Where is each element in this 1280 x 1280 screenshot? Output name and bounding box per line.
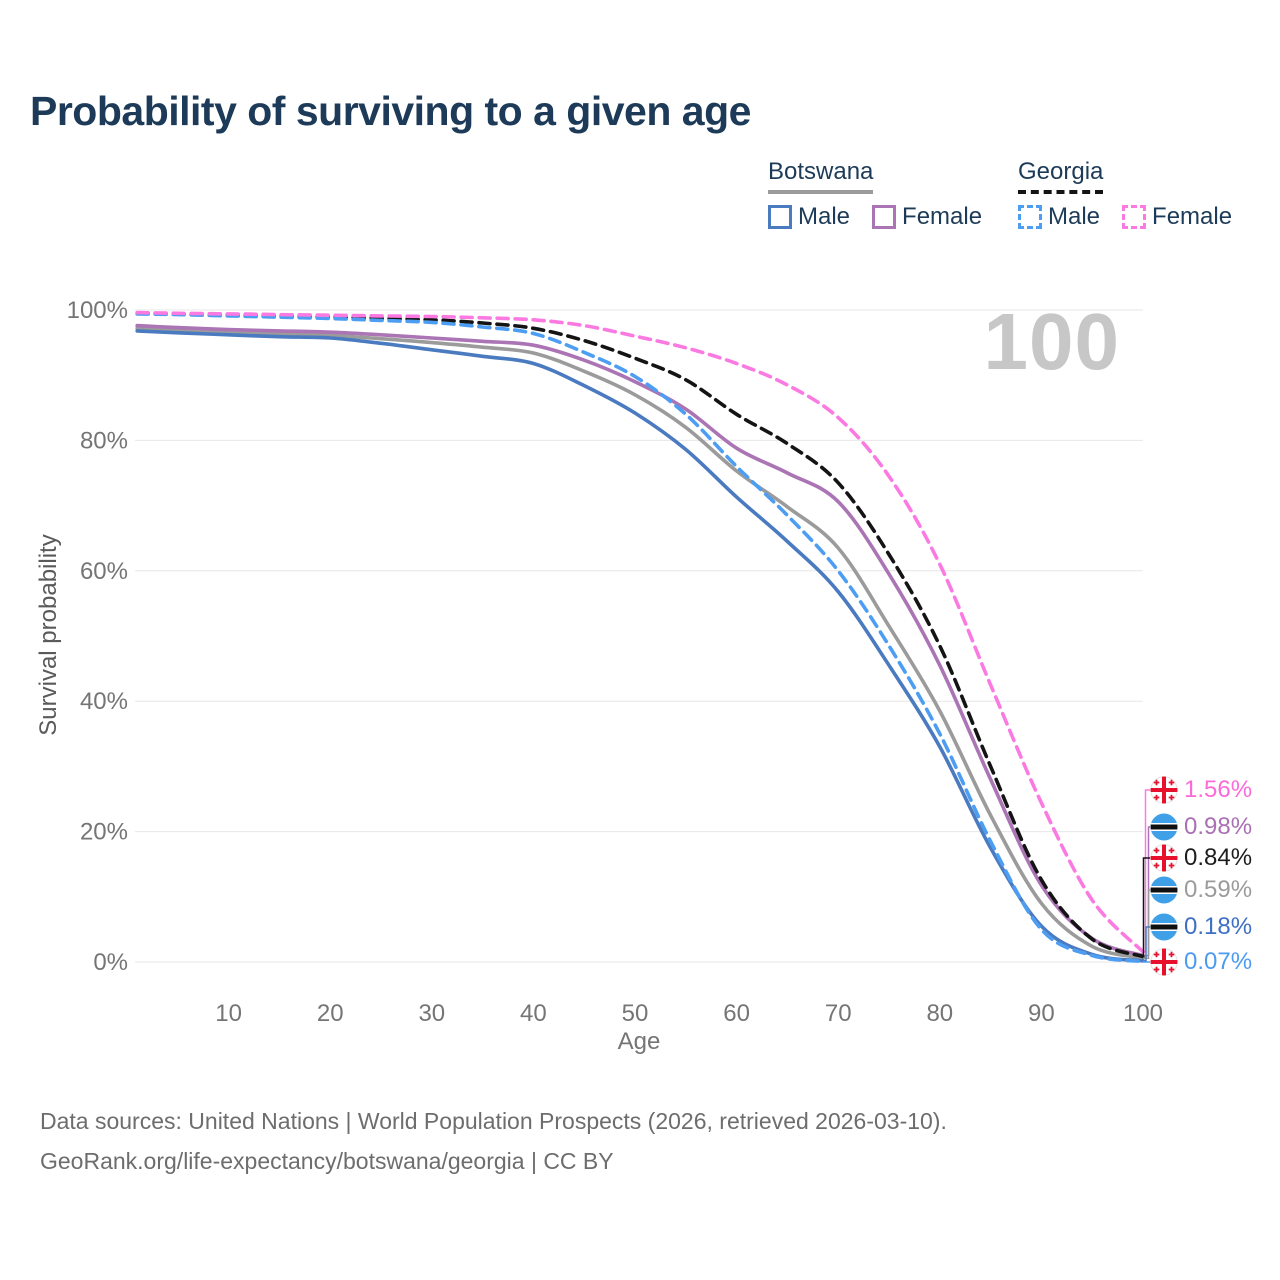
legend-item-botswana-female[interactable]: Female xyxy=(872,203,982,231)
x-tick-label: 100 xyxy=(1123,1000,1163,1027)
x-tick-label: 50 xyxy=(622,1000,649,1027)
end-label-georgia-female: 1.56% xyxy=(1150,775,1252,805)
georgia-flag-icon xyxy=(1150,948,1178,976)
x-axis-title: Age xyxy=(617,1028,661,1055)
legend-group-georgia-label[interactable]: Georgia xyxy=(1018,158,1104,194)
y-tick-label: 40% xyxy=(80,688,128,715)
curve-botswana[interactable] xyxy=(135,326,1145,960)
legend-item-label: Male xyxy=(1048,203,1101,230)
y-tick-label: 20% xyxy=(80,819,128,846)
end-label-value: 0.07% xyxy=(1184,948,1253,975)
y-tick-label: 0% xyxy=(93,949,128,976)
legend-item-label: Female xyxy=(1152,203,1233,230)
end-label-value: 0.18% xyxy=(1184,913,1253,940)
curve-georgia[interactable] xyxy=(135,311,1145,959)
curve-botswana-female[interactable] xyxy=(135,323,1145,958)
footer-sources: Data sources: United Nations | World Pop… xyxy=(40,1108,947,1134)
georgia-male-swatch-icon xyxy=(1018,205,1042,229)
x-tick-label: 80 xyxy=(926,1000,953,1027)
botswana-flag-icon xyxy=(1150,913,1178,941)
legend-item-botswana-male[interactable]: Male xyxy=(768,203,850,231)
botswana-flag-icon xyxy=(1150,813,1178,841)
end-label-value: 0.84% xyxy=(1184,844,1253,871)
legend-item-label: Female xyxy=(902,203,983,230)
georgia-female-swatch-icon xyxy=(1122,205,1147,229)
legend-item-georgia-female[interactable]: Female xyxy=(1122,203,1232,231)
legend-group-georgia: Georgia Male Female xyxy=(1018,158,1232,231)
botswana-female-swatch-icon xyxy=(872,205,897,229)
botswana-flag-icon xyxy=(1150,876,1178,904)
age-indicator-watermark: 100 xyxy=(983,297,1120,386)
end-label-georgia: 0.84% xyxy=(1150,843,1252,873)
end-label-botswana-female: 0.98% xyxy=(1150,812,1252,842)
x-tick-label: 90 xyxy=(1028,1000,1055,1027)
y-tick-label: 60% xyxy=(80,558,128,585)
x-tick-label: 60 xyxy=(723,1000,750,1027)
georgia-flag-icon xyxy=(1150,776,1178,804)
curve-botswana-male[interactable] xyxy=(135,329,1145,963)
page-title: Probability of surviving to a given age xyxy=(30,88,751,134)
legend-group-botswana-label[interactable]: Botswana xyxy=(768,158,874,194)
leader-line xyxy=(1142,960,1150,963)
end-label-value: 0.59% xyxy=(1184,876,1253,903)
y-tick-label: 80% xyxy=(80,427,128,454)
y-tick-label: 100% xyxy=(67,297,128,324)
georgia-flag-icon xyxy=(1150,844,1178,872)
legend-item-georgia-male[interactable]: Male xyxy=(1018,203,1100,231)
x-tick-label: 30 xyxy=(418,1000,445,1027)
curve-georgia-female[interactable] xyxy=(135,310,1145,954)
legend-item-label: Male xyxy=(798,203,851,230)
x-tick-label: 70 xyxy=(825,1000,852,1027)
footer-link: GeoRank.org/life-expectancy/botswana/geo… xyxy=(40,1148,614,1174)
leader-line xyxy=(1143,926,1150,962)
end-label-botswana-male: 0.18% xyxy=(1150,912,1252,942)
leader-line xyxy=(1142,857,1150,958)
curve-georgia-male[interactable] xyxy=(135,312,1145,964)
x-tick-label: 20 xyxy=(317,1000,344,1027)
end-label-georgia-male: 0.07% xyxy=(1150,947,1252,977)
x-tick-label: 10 xyxy=(215,1000,242,1027)
x-tick-label: 40 xyxy=(520,1000,547,1027)
legend-group-botswana: Botswana Male Female xyxy=(768,158,982,231)
botswana-male-swatch-icon xyxy=(768,205,792,229)
end-label-value: 0.98% xyxy=(1184,813,1253,840)
end-label-botswana: 0.59% xyxy=(1150,875,1252,905)
end-label-value: 1.56% xyxy=(1184,776,1253,803)
chart-canvas: 0% 20% 40% 60% 80% 100% 10 20 30 40 50 60 70 80 90 100 xyxy=(67,297,1163,1027)
